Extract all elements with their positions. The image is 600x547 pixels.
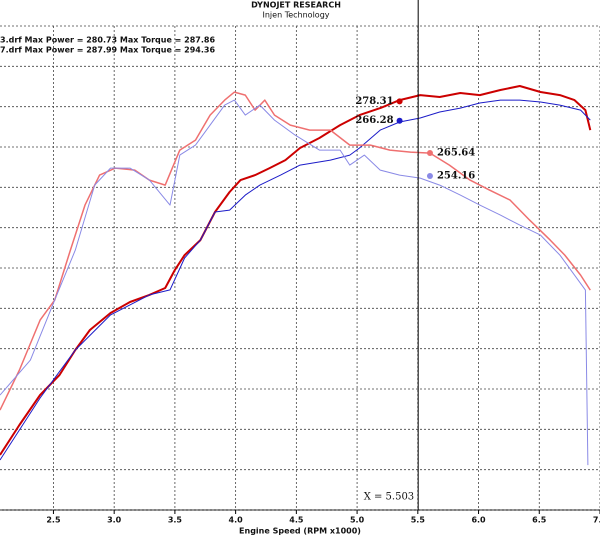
x-tick-label: 5.5 xyxy=(411,516,426,525)
series-line xyxy=(0,99,591,461)
value-marker xyxy=(426,172,433,179)
run-info: 3.drf Max Power = 280.73 Max Torque = 28… xyxy=(0,36,215,45)
x-tick-label: 4.0 xyxy=(229,516,244,525)
series-line xyxy=(0,99,589,466)
value-label: 278.31 xyxy=(355,96,393,107)
run-info: 7.drf Max Power = 287.99 Max Torque = 29… xyxy=(0,46,215,55)
x-tick-label: 6.0 xyxy=(471,516,486,525)
series-line xyxy=(0,85,592,456)
value-marker xyxy=(396,117,403,124)
series-line xyxy=(0,91,591,411)
x-tick-label: 7.0 xyxy=(593,516,600,525)
x-tick-label: 2.5 xyxy=(46,516,61,525)
value-label: 266.28 xyxy=(355,115,393,126)
x-tick-label: 4.5 xyxy=(289,516,304,525)
x-tick-label: 3.5 xyxy=(168,516,183,525)
x-tick-label: 5.0 xyxy=(350,516,365,525)
value-marker xyxy=(396,98,403,105)
x-axis-label: Engine Speed (RPM x1000) xyxy=(239,527,361,536)
chart-subtitle: Injen Technology xyxy=(263,11,330,20)
x-tick-label: 6.5 xyxy=(532,516,547,525)
value-label: 254.16 xyxy=(437,170,475,181)
value-label: 265.64 xyxy=(437,148,475,159)
chart-title: DYNOJET RESEARCH xyxy=(251,1,341,10)
x-tick-label: 3.0 xyxy=(107,516,122,525)
value-marker xyxy=(426,150,433,156)
cursor-label: X = 5.503 xyxy=(364,492,414,503)
